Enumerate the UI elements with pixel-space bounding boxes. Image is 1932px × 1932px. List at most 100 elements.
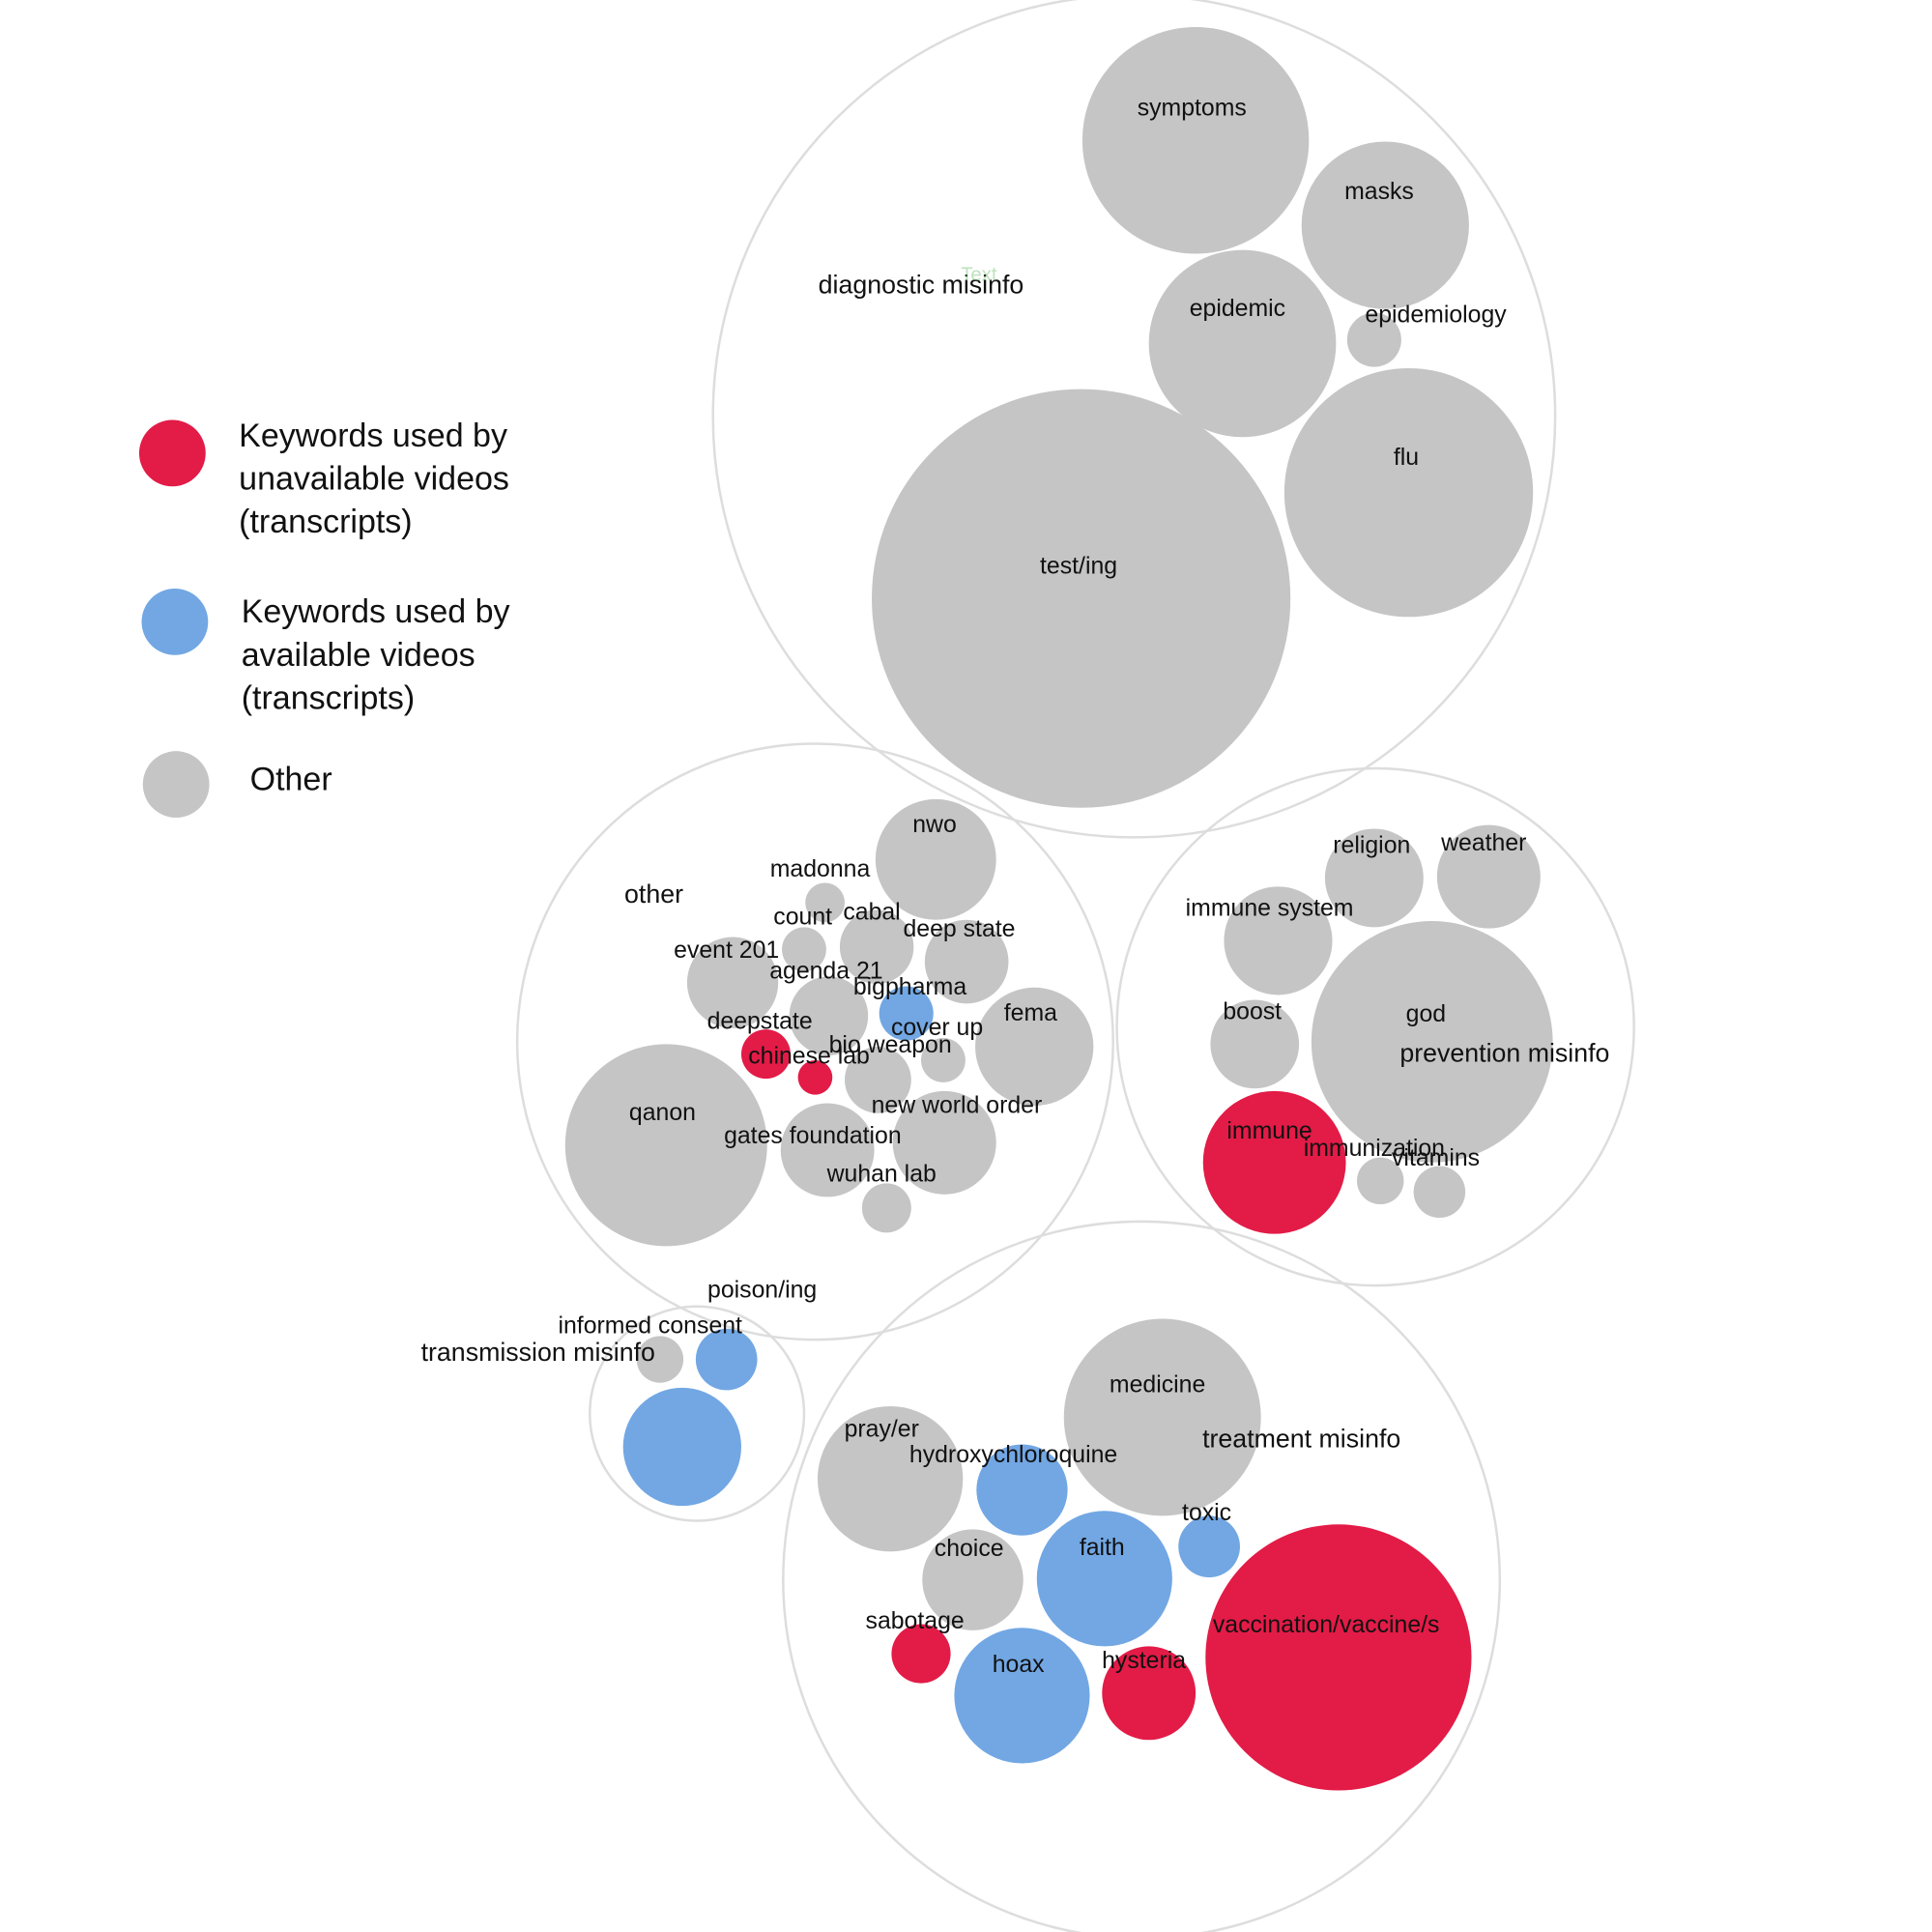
keyword-bubble-nwo-6 bbox=[875, 798, 996, 920]
keyword-bubble-weather-25 bbox=[1436, 824, 1541, 929]
keyword-label-epidemiology: epidemiology bbox=[1365, 302, 1507, 328]
group-circle-other bbox=[515, 742, 1115, 1341]
keyword-label-faith: faith bbox=[1080, 1535, 1125, 1561]
legend-label-unavailable-line-2: unavailable videos bbox=[239, 461, 509, 498]
keyword-bubble-chinese-lab-17 bbox=[797, 1059, 833, 1095]
keyword-label-test-ing: test/ing bbox=[1040, 553, 1117, 579]
keyword-bubble-flu-4 bbox=[1283, 367, 1534, 618]
group-label-treatment: treatment misinfo bbox=[1202, 1424, 1400, 1453]
keyword-label-immunization: immunization bbox=[1304, 1136, 1445, 1162]
keyword-bubble-wuhan-lab-22 bbox=[861, 1183, 911, 1233]
keyword-label-hydroxychloroquine: hydroxychloroquine bbox=[909, 1442, 1117, 1468]
keyword-bubble-choice-39 bbox=[922, 1529, 1024, 1630]
keyword-label-gates-foundation: gates foundation bbox=[724, 1123, 902, 1149]
legend-label-available-line-3: (transcripts) bbox=[242, 679, 415, 716]
keyword-label-vitamins: vitamins bbox=[1392, 1145, 1480, 1171]
keyword-label-god: god bbox=[1406, 1001, 1446, 1027]
keyword-bubble-count-8 bbox=[782, 927, 826, 972]
keyword-label-wuhan-lab: wuhan lab bbox=[826, 1162, 937, 1188]
keyword-bubble-fema-14 bbox=[975, 987, 1094, 1107]
keyword-label-sabotage: sabotage bbox=[866, 1608, 965, 1634]
keyword-bubble-event-201-11 bbox=[686, 937, 779, 1028]
keyword-label-informed-consent: informed consent bbox=[558, 1312, 742, 1339]
legend-swatch-available bbox=[141, 589, 209, 655]
keyword-bubble-poison-ing-32 bbox=[636, 1336, 684, 1383]
keyword-label-religion: religion bbox=[1333, 833, 1410, 859]
group-label-transmission: transmission misinfo bbox=[421, 1338, 655, 1367]
legend-label-available-line-1: Keywords used by bbox=[242, 593, 510, 630]
keyword-label-cabal: cabal bbox=[843, 899, 900, 925]
keyword-label-madonna: madonna bbox=[770, 856, 871, 882]
keyword-bubble-immunization-30 bbox=[1357, 1157, 1404, 1205]
keyword-label-weather: weather bbox=[1440, 830, 1526, 856]
legend-label-unavailable-line-3: (transcripts) bbox=[239, 504, 412, 540]
keyword-bubble-immune-29 bbox=[1202, 1090, 1346, 1234]
group-label-prevention: prevention misinfo bbox=[1399, 1039, 1609, 1068]
legend-swatch-unavailable bbox=[138, 419, 206, 487]
keyword-label-deep-state: deep state bbox=[904, 916, 1016, 942]
keyword-label-toxic: toxic bbox=[1182, 1500, 1231, 1526]
keyword-bubble-unlabeled-34 bbox=[622, 1387, 741, 1507]
legend-label-available-line-2: available videos bbox=[242, 637, 476, 674]
keyword-label-immune-system: immune system bbox=[1186, 896, 1354, 922]
keyword-label-symptoms: symptoms bbox=[1138, 95, 1247, 121]
group-circle-treatment bbox=[782, 1220, 1501, 1932]
keyword-bubble-boost-27 bbox=[1210, 999, 1300, 1089]
keyword-bubble-vaccination-vaccine-s-44 bbox=[1205, 1524, 1472, 1791]
keyword-label-pray-er: pray/er bbox=[845, 1416, 919, 1442]
keyword-bubble-pray-er-36 bbox=[817, 1405, 964, 1552]
keyword-label-immune: immune bbox=[1226, 1118, 1312, 1144]
keyword-label-qanon: qanon bbox=[629, 1100, 696, 1126]
keyword-label-poison-ing: poison/ing bbox=[707, 1277, 817, 1303]
keyword-bubble-bigpharma-13 bbox=[879, 986, 934, 1041]
keyword-label-epidemic: epidemic bbox=[1190, 296, 1285, 322]
keyword-label-bigpharma: bigpharma bbox=[853, 974, 967, 1000]
keyword-label-boost: boost bbox=[1223, 999, 1282, 1025]
keyword-bubble-hysteria-43 bbox=[1102, 1646, 1197, 1741]
keyword-label-masks: masks bbox=[1344, 179, 1414, 205]
keyword-label-event-201: event 201 bbox=[674, 937, 779, 964]
keyword-label-flu: flu bbox=[1394, 445, 1419, 471]
keyword-label-count: count bbox=[773, 904, 832, 930]
keyword-bubble-test-ing-5 bbox=[872, 389, 1291, 808]
legend-label-other-line-1: Other bbox=[250, 761, 332, 797]
keyword-bubble-new-world-order-19 bbox=[892, 1090, 996, 1195]
group-circle-prevention bbox=[1115, 766, 1635, 1287]
keyword-bubble-vitamins-31 bbox=[1413, 1166, 1466, 1219]
keyword-bubble-faith-40 bbox=[1036, 1511, 1172, 1647]
keyword-bubble-medicine-35 bbox=[1063, 1318, 1261, 1516]
legend-label-unavailable-line-1: Keywords used by bbox=[239, 418, 507, 454]
keyword-label-choice: choice bbox=[935, 1536, 1004, 1562]
keyword-bubble-madonna-7 bbox=[805, 882, 846, 923]
keyword-bubble-informed-consent-33 bbox=[695, 1328, 758, 1391]
keyword-label-medicine: medicine bbox=[1110, 1372, 1205, 1399]
group-circle-transmission bbox=[589, 1305, 806, 1522]
keyword-bubble-qanon-20 bbox=[564, 1044, 767, 1247]
keyword-bubble-gates-foundation-21 bbox=[780, 1103, 875, 1197]
keyword-bubble-cabal-9 bbox=[839, 909, 914, 984]
keyword-bubble-deepstate-15 bbox=[740, 1029, 791, 1080]
keyword-bubble-hoax-42 bbox=[954, 1628, 1090, 1764]
keyword-bubble-god-28 bbox=[1311, 920, 1553, 1163]
keyword-bubble-masks-1 bbox=[1301, 141, 1469, 309]
keyword-label-cover-up: cover up bbox=[891, 1015, 983, 1041]
keyword-bubble-cover-up-16 bbox=[920, 1038, 966, 1082]
keyword-label-chinese-lab: chinese lab bbox=[748, 1043, 870, 1069]
keyword-bubble-symptoms-0 bbox=[1081, 27, 1310, 254]
keyword-label-agenda-21: agenda 21 bbox=[769, 959, 882, 985]
keyword-label-hoax: hoax bbox=[993, 1652, 1045, 1678]
keyword-bubble-agenda-21-12 bbox=[789, 976, 869, 1055]
group-label-diagnostic: diagnostic misinfo bbox=[819, 271, 1024, 300]
keyword-bubble-immune-system-26 bbox=[1224, 886, 1333, 995]
keyword-label-fema: fema bbox=[1004, 1000, 1057, 1026]
legend-swatch-other bbox=[142, 751, 210, 818]
keyword-bubble-religion-24 bbox=[1324, 828, 1424, 928]
keyword-label-bio-weapon: bio weapon bbox=[829, 1032, 952, 1058]
keyword-label-deepstate: deepstate bbox=[707, 1009, 813, 1035]
keyword-label-vaccination-vaccine-s: vaccination/vaccine/s bbox=[1213, 1612, 1440, 1638]
keyword-bubble-epidemiology-3 bbox=[1346, 312, 1401, 367]
keyword-bubble-hydroxychloroquine-37 bbox=[976, 1444, 1068, 1536]
group-label-other: other bbox=[624, 879, 683, 908]
